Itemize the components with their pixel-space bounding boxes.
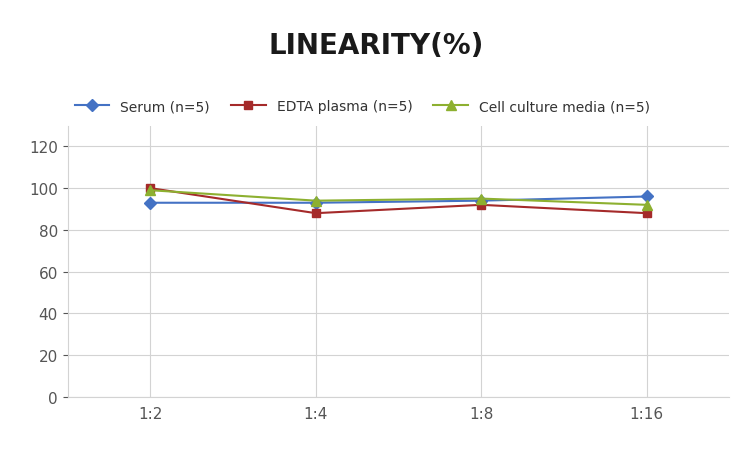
Serum (n=5): [642, 194, 651, 200]
EDTA plasma (n=5): [477, 202, 486, 208]
EDTA plasma (n=5): [146, 186, 155, 191]
Serum (n=5): [311, 201, 320, 206]
Line: Serum (n=5): Serum (n=5): [146, 193, 651, 207]
Serum (n=5): [146, 201, 155, 206]
Legend: Serum (n=5), EDTA plasma (n=5), Cell culture media (n=5): Serum (n=5), EDTA plasma (n=5), Cell cul…: [74, 100, 650, 114]
EDTA plasma (n=5): [311, 211, 320, 216]
Cell culture media (n=5): [146, 188, 155, 193]
Text: LINEARITY(%): LINEARITY(%): [268, 32, 484, 60]
EDTA plasma (n=5): [642, 211, 651, 216]
Line: Cell culture media (n=5): Cell culture media (n=5): [146, 186, 651, 210]
Cell culture media (n=5): [477, 197, 486, 202]
Cell culture media (n=5): [311, 198, 320, 204]
Line: EDTA plasma (n=5): EDTA plasma (n=5): [146, 184, 651, 218]
Cell culture media (n=5): [642, 202, 651, 208]
Serum (n=5): [477, 198, 486, 204]
